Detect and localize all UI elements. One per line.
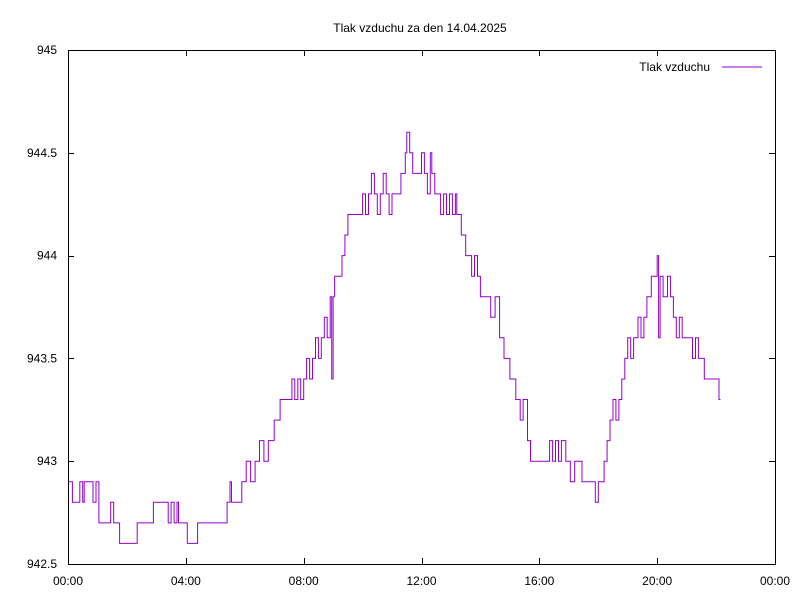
y-tick-label: 944.5 bbox=[27, 146, 57, 160]
x-tick-label: 04:00 bbox=[171, 574, 201, 588]
legend-label: Tlak vzduchu bbox=[639, 60, 710, 74]
series-group bbox=[68, 131, 721, 544]
y-tick-label: 942.5 bbox=[27, 557, 57, 571]
x-tick-label: 12:00 bbox=[406, 574, 436, 588]
series-line-0 bbox=[68, 131, 721, 544]
chart-title: Tlak vzduchu za den 14.04.2025 bbox=[333, 21, 507, 35]
y-tick-label: 943 bbox=[37, 454, 57, 468]
y-tick-label: 945 bbox=[37, 43, 57, 57]
y-tick-label: 944 bbox=[37, 249, 57, 263]
x-tick-label: 00:00 bbox=[53, 574, 83, 588]
axis-ticks: 00:00 04:00 08:00 12:00 16:00 20:00 00:00 942.5… bbox=[27, 43, 790, 588]
x-tick-label: 20:00 bbox=[642, 574, 672, 588]
x-tick-label: 08:00 bbox=[289, 574, 319, 588]
y-tick-label: 943.5 bbox=[27, 351, 57, 365]
legend: Tlak vzduchu bbox=[639, 60, 762, 74]
x-tick-label: 16:00 bbox=[524, 574, 554, 588]
x-tick-label: 00:00 bbox=[760, 574, 790, 588]
